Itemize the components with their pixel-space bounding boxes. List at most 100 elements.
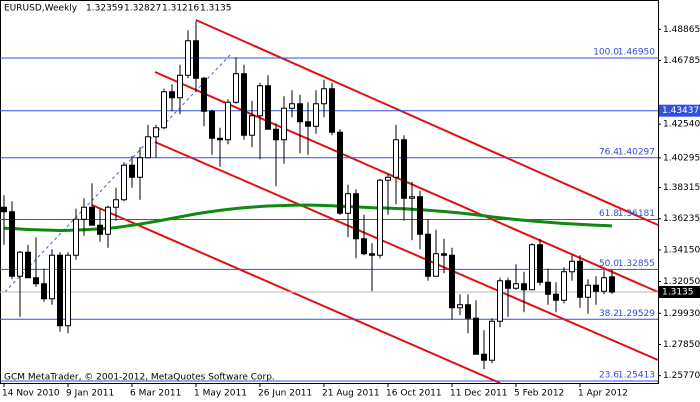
channel-line [195, 19, 659, 226]
candle-body [377, 179, 383, 256]
candle-body [433, 253, 439, 277]
candle-body [321, 88, 327, 105]
candle-body [81, 206, 87, 220]
fib-price: 1.32855 [618, 259, 655, 269]
candle-body [593, 284, 599, 292]
candle-body [473, 317, 479, 355]
y-tick-label: 1.27850 [663, 340, 700, 350]
candle-body [441, 253, 447, 256]
x-tick-label: 21 Aug 2011 [322, 389, 380, 399]
candle-body [369, 253, 375, 256]
candle-body [65, 254, 71, 327]
candle-body [345, 193, 351, 214]
candle-body [425, 233, 431, 277]
y-tick-label: 1.25770 [663, 371, 700, 381]
candle-body [361, 238, 367, 255]
x-tick-label: 1 May 2011 [194, 389, 247, 399]
level-label: 1.43437 [662, 106, 699, 116]
candle-body [113, 199, 119, 208]
candle-body [57, 254, 63, 327]
y-tick-label: 1.32050 [663, 277, 700, 287]
candle-body [305, 121, 311, 127]
candle-body [417, 196, 423, 235]
candle-body [169, 91, 175, 99]
channel-line [154, 141, 659, 361]
candle-body [33, 277, 39, 285]
chart-layer: 1.48865 1.46785 1.42540 1.40295 1.38315 1.362… [0, 21, 700, 399]
candle-body [137, 157, 143, 178]
candle-body [569, 260, 575, 273]
candle-body [233, 73, 239, 103]
candle-body [97, 224, 103, 235]
header-low: 1.31216 [162, 4, 199, 14]
candle-body [89, 206, 95, 226]
candle-body [465, 304, 471, 319]
candle-body [313, 103, 319, 127]
candle-body [489, 320, 495, 361]
candle-body [401, 139, 407, 199]
trend-line [4, 54, 231, 293]
footer: GCM MetaTrader, © 2001-2012, MetaQuotes … [4, 373, 275, 383]
fib-price: 1.46950 [618, 48, 655, 58]
candle-body [393, 139, 399, 178]
header-high: 1.32827 [124, 4, 161, 14]
candle-body [225, 101, 231, 141]
candle-body [585, 284, 591, 298]
candle-body [449, 254, 455, 309]
candle-body [41, 283, 47, 300]
y-tick-label: 1.42540 [663, 120, 700, 130]
candle-body [273, 128, 279, 141]
candle-body [457, 304, 463, 309]
candle-body [513, 283, 519, 289]
y-tick-label: 1.29930 [663, 309, 700, 319]
x-tick-label: 6 Mar 2011 [130, 389, 181, 399]
candle-body [145, 136, 151, 159]
fib-level: 50.0 [599, 259, 619, 269]
candle-body [217, 137, 223, 141]
x-tick-label: 5 Feb 2012 [514, 389, 564, 399]
x-tick-label: 16 Oct 2011 [386, 389, 442, 399]
header-open: 1.32359 [86, 4, 123, 14]
candle-body [201, 77, 207, 112]
candle-body [249, 115, 255, 136]
candle-body [609, 276, 615, 293]
candle-body [121, 164, 127, 201]
candle-body [497, 280, 503, 322]
fib-level: 23.6 [599, 371, 619, 381]
candle-body [289, 103, 295, 109]
candle-body [257, 85, 263, 117]
channel-line [91, 204, 501, 384]
symbol: EURUSD,Weekly [4, 4, 78, 14]
candle-body [9, 211, 15, 277]
x-tick-label: 9 Jan 2011 [66, 389, 114, 399]
y-tick-label: 1.40295 [663, 153, 700, 163]
fib-price: 1.40297 [618, 147, 655, 157]
candle-body [337, 131, 343, 214]
y-tick-label: 1.36235 [663, 214, 700, 224]
fib-level: 38.2 [599, 309, 619, 319]
price-box [659, 285, 700, 298]
candle-body [529, 244, 535, 291]
candle-body [1, 206, 7, 213]
candle-body [505, 280, 511, 289]
candle-body [185, 40, 191, 76]
candle-body [281, 107, 287, 141]
price-label: 1.3135 [662, 287, 694, 297]
fib-level: 76.4 [599, 147, 619, 157]
candle-body [601, 277, 607, 292]
fib-level: 61.8 [599, 209, 619, 219]
fib-level: 100.0 [593, 48, 619, 58]
candle-body [297, 103, 303, 123]
x-tick-label: 11 Dec 2011 [450, 389, 508, 399]
y-tick-label: 1.38315 [663, 183, 700, 193]
candle-body [537, 244, 543, 283]
candle-body [329, 88, 335, 133]
candle-body [577, 260, 583, 298]
candle-body [177, 74, 183, 99]
x-tick-label: 1 Apr 2012 [578, 389, 628, 399]
candle-body [265, 85, 271, 130]
y-tick-label: 1.48865 [663, 25, 700, 35]
candle-body [545, 281, 551, 295]
candle-body [17, 251, 23, 277]
